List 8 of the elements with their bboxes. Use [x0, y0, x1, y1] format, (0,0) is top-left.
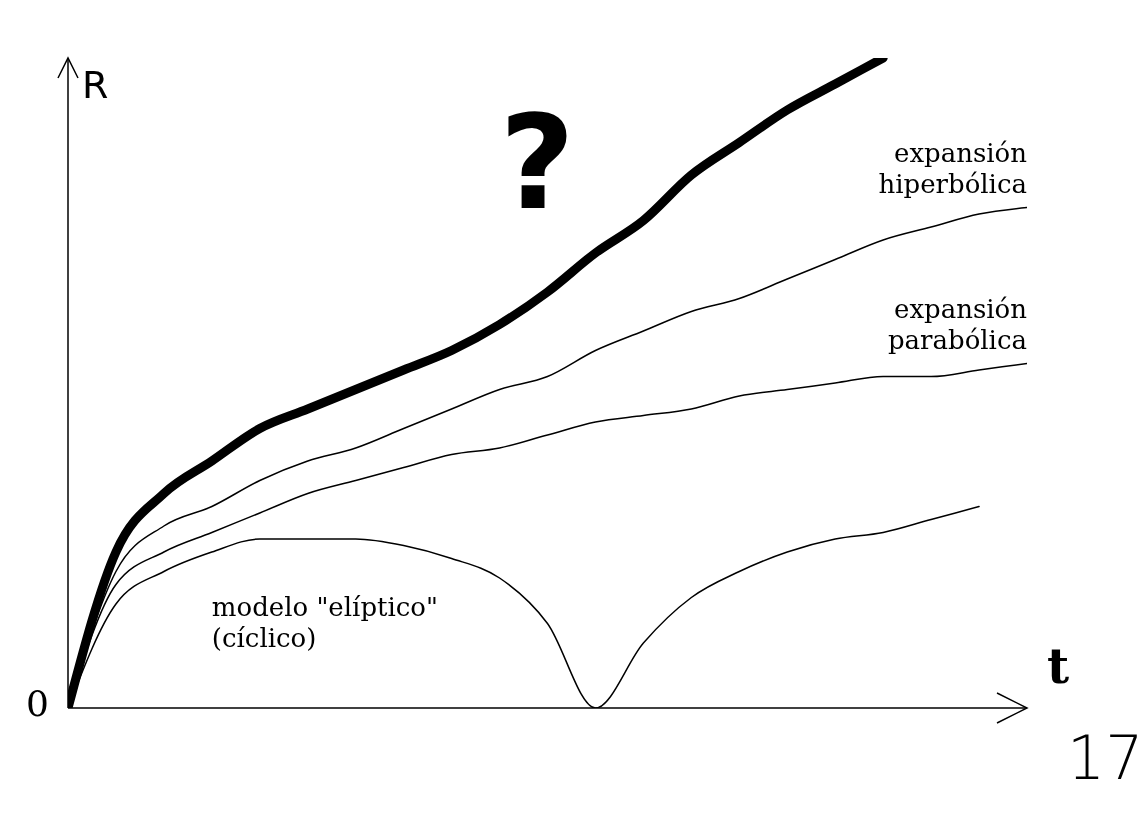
series-label: modelo "elíptico" (cíclico)	[211, 592, 438, 655]
x-axis-title: t	[1047, 638, 1070, 694]
series-label: expansión parabólica	[887, 293, 1027, 356]
y-axis-title: R	[82, 63, 109, 107]
series-label: expansión hiperbólica	[878, 137, 1027, 200]
text: 17	[1067, 723, 1144, 793]
annotation: ?	[499, 87, 575, 239]
text: 0	[26, 683, 49, 724]
